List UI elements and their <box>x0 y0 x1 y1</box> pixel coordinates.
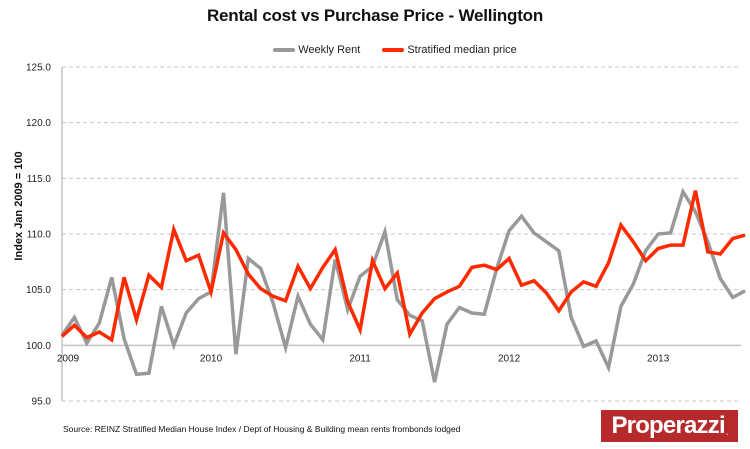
gridlines <box>61 66 741 402</box>
legend-item-weekly-rent: Weekly Rent <box>273 44 360 56</box>
x-tick-label: 2011 <box>349 353 371 364</box>
legend-label-weekly-rent: Weekly Rent <box>298 44 361 56</box>
y-tick-label: 100.0 <box>26 341 51 352</box>
chart-title: Rental cost vs Purchase Price - Wellingt… <box>206 6 544 25</box>
y-tick-labels: 95.0 100.0 105.0 110.0 115.0 120.0 125.0 <box>26 63 51 408</box>
properazzi-logo: Properazzi. <box>601 410 738 442</box>
legend-label-median-price: Stratified median price <box>407 44 517 56</box>
legend-item-median-price: Stratified median price <box>382 44 517 56</box>
series-line-median-price <box>60 190 746 343</box>
y-tick-label: 120.0 <box>26 118 51 129</box>
legend: Weekly Rent Stratified median price <box>0 44 750 56</box>
x-tick-labels: 2009 2010 2011 2012 2013 <box>57 353 670 364</box>
series-lines <box>60 187 746 383</box>
source-note: Source: REINZ Stratified Median House In… <box>63 424 461 434</box>
legend-swatch-weekly-rent <box>273 48 296 52</box>
logo-text: Properazzi <box>611 412 725 439</box>
x-tick-label: 2009 <box>57 353 80 364</box>
logo-dot: . <box>725 427 728 437</box>
legend-swatch-median-price <box>382 48 405 52</box>
x-tick-label: 2012 <box>498 353 521 364</box>
y-tick-label: 105.0 <box>26 285 51 296</box>
y-tick-label: 110.0 <box>27 230 52 241</box>
x-tick-label: 2010 <box>200 353 223 364</box>
y-tick-label: 125.0 <box>26 63 51 74</box>
series-line-weekly-rent <box>60 187 746 383</box>
y-tick-label: 95.0 <box>32 397 52 408</box>
y-tick-label: 115.0 <box>27 174 52 185</box>
x-tick-label: 2013 <box>647 353 670 364</box>
